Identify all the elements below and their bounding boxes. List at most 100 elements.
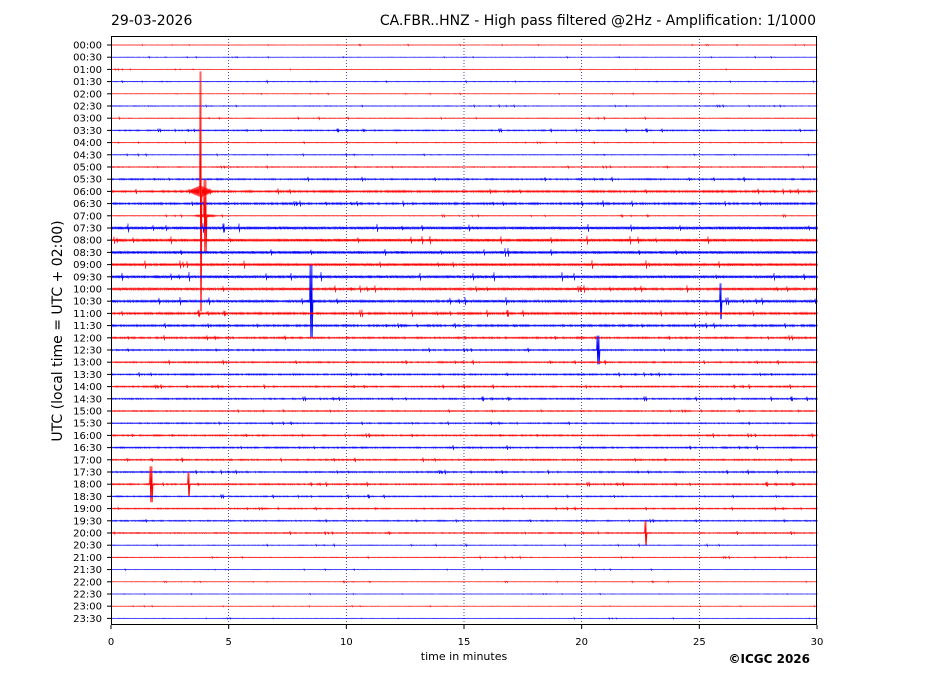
trace-line xyxy=(110,372,818,377)
row-time-label: 14:30 xyxy=(73,394,102,405)
trace-line xyxy=(110,179,818,252)
x-tick-label: 15 xyxy=(458,637,471,648)
row-time-label: 17:00 xyxy=(73,455,102,466)
trace-line xyxy=(110,285,818,293)
trace-line xyxy=(110,518,818,524)
row-time-label: 02:00 xyxy=(73,89,102,100)
row-time-label: 10:00 xyxy=(73,285,102,296)
row-time-label: 21:00 xyxy=(73,553,102,564)
trace-line xyxy=(110,335,818,365)
row-time-label: 03:00 xyxy=(73,114,102,125)
row-time-label: 13:30 xyxy=(73,370,102,381)
trace-line xyxy=(110,466,818,503)
row-time-label: 06:30 xyxy=(73,199,102,210)
row-time-label: 07:30 xyxy=(73,224,102,235)
row-time-label: 23:30 xyxy=(73,614,102,625)
trace-line xyxy=(110,322,818,329)
row-time-label: 19:00 xyxy=(73,504,102,515)
trace-line xyxy=(110,43,818,47)
y-axis-label: UTC (local time = UTC + 02:00) xyxy=(50,220,66,441)
row-time-label: 22:00 xyxy=(73,577,102,588)
seismic-traces xyxy=(110,43,818,620)
trace-line xyxy=(110,247,818,257)
trace-line xyxy=(110,604,818,608)
trace-line xyxy=(110,79,818,84)
row-time-label: 21:30 xyxy=(73,565,102,576)
row-time-label: 20:30 xyxy=(73,541,102,552)
trace-line xyxy=(110,235,818,245)
row-time-label: 09:00 xyxy=(73,260,102,271)
row-time-label: 20:00 xyxy=(73,529,102,540)
row-time-label: 18:00 xyxy=(73,480,102,491)
trace-line xyxy=(110,309,818,318)
row-time-label: 07:00 xyxy=(73,211,102,222)
row-time-label: 23:00 xyxy=(73,602,102,613)
trace-line xyxy=(110,592,818,596)
trace-line xyxy=(110,55,818,59)
trace-line xyxy=(110,555,818,560)
trace-line xyxy=(110,164,818,170)
trace-line xyxy=(110,71,818,312)
row-time-label: 09:30 xyxy=(73,272,102,283)
trace-line xyxy=(110,457,818,463)
trace-line xyxy=(110,176,818,182)
trace-line xyxy=(110,616,818,620)
trace-line xyxy=(110,115,818,121)
trace-line xyxy=(110,579,818,584)
row-time-label: 19:30 xyxy=(73,516,102,527)
trace-line xyxy=(110,493,818,499)
row-time-label: 05:00 xyxy=(73,163,102,174)
row-time-label: 11:00 xyxy=(73,309,102,320)
trace-line xyxy=(110,567,818,572)
trace-line xyxy=(110,200,818,207)
x-tick-label: 25 xyxy=(693,637,706,648)
grid-lines xyxy=(228,36,700,625)
trace-line xyxy=(110,408,818,414)
trace-line xyxy=(110,384,818,390)
trace-line xyxy=(110,542,818,548)
trace-line xyxy=(110,396,818,402)
trace-line xyxy=(110,433,818,438)
row-time-label: 04:30 xyxy=(73,150,102,161)
x-axis-label: time in minutes xyxy=(421,650,508,663)
trace-line xyxy=(110,359,818,365)
row-time-label: 13:00 xyxy=(73,358,102,369)
trace-line xyxy=(110,128,818,133)
trace-line xyxy=(110,420,818,426)
x-axis-ticks: 0 5 10 15 20 25 30 xyxy=(108,625,824,648)
trace-line xyxy=(110,103,818,109)
trace-line xyxy=(110,445,818,451)
trace-line xyxy=(110,520,818,546)
row-time-label: 03:30 xyxy=(73,126,102,137)
row-time-label: 08:00 xyxy=(73,236,102,247)
row-time-label: 00:00 xyxy=(73,41,102,52)
row-time-label: 12:00 xyxy=(73,333,102,344)
x-tick-label: 5 xyxy=(225,637,231,648)
row-time-label: 14:00 xyxy=(73,382,102,393)
row-time-label: 06:00 xyxy=(73,187,102,198)
trace-line xyxy=(110,140,818,145)
plot-frame xyxy=(111,36,817,625)
trace-line xyxy=(110,260,818,270)
date-label: 29-03-2026 xyxy=(111,13,192,29)
x-tick-label: 30 xyxy=(811,637,824,648)
x-tick-label: 20 xyxy=(575,637,588,648)
trace-line xyxy=(110,92,818,96)
row-time-label: 18:30 xyxy=(73,492,102,503)
x-tick-label: 10 xyxy=(340,637,353,648)
trace-line xyxy=(110,67,818,72)
row-time-label: 15:00 xyxy=(73,407,102,418)
row-time-label: 01:00 xyxy=(73,65,102,76)
row-time-label: 12:30 xyxy=(73,346,102,357)
x-tick-label: 0 xyxy=(108,637,114,648)
chart-title: CA.FBR..HNZ - High pass filtered @2Hz - … xyxy=(380,13,816,29)
row-time-label: 16:30 xyxy=(73,443,102,454)
row-time-label: 00:30 xyxy=(73,53,102,64)
row-time-label: 05:30 xyxy=(73,175,102,186)
trace-line xyxy=(110,223,818,233)
copyright: ©ICGC 2026 xyxy=(728,652,810,666)
row-time-label: 04:00 xyxy=(73,138,102,149)
row-time-label: 10:30 xyxy=(73,297,102,308)
